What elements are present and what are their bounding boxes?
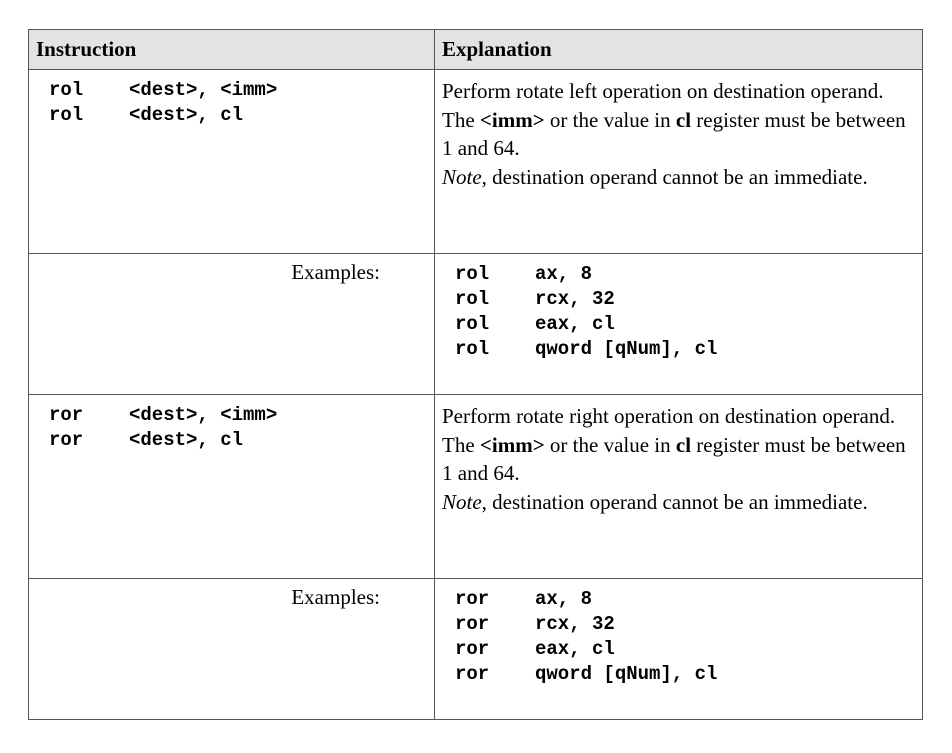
explanation-constraint: The <imm> or the value in cl register mu… [442, 106, 916, 163]
instruction-line: ror <dest>, <imm> [49, 403, 434, 428]
text: , destination operand cannot be an immed… [481, 489, 868, 514]
text: The [442, 107, 480, 132]
text: or the value in [544, 432, 676, 457]
operands: eax, cl [535, 313, 615, 335]
note-label: Note [442, 489, 482, 514]
header-row: Instruction Explanation [28, 29, 923, 70]
examples-label: Examples: [28, 578, 435, 720]
operands: ax, 8 [535, 588, 593, 610]
explanation-line: Perform rotate right operation on destin… [442, 404, 896, 428]
example-line: ror eax, cl [455, 637, 922, 662]
text: , destination operand cannot be an immed… [481, 164, 868, 189]
imm-keyword: <imm> [479, 432, 545, 457]
examples-row: Examples: rol ax, 8 rol rcx, 32 rol eax, cl ro… [28, 253, 923, 395]
mnemonic: rol [455, 338, 490, 360]
imm-keyword: <imm> [479, 107, 545, 132]
example-line: rol rcx, 32 [455, 287, 922, 312]
cl-keyword: cl [675, 432, 692, 457]
explanation-line: Perform rotate left operation on destina… [442, 79, 884, 103]
examples-cell: rol ax, 8 rol rcx, 32 rol eax, cl rol qword [qN… [434, 253, 923, 395]
example-line: rol qword [qNum], cl [455, 337, 922, 362]
mnemonic: rol [455, 263, 490, 285]
instruction-cell: ror <dest>, <imm> ror <dest>, cl [28, 394, 435, 579]
text: register must be between 1 and 64. [442, 432, 906, 486]
instruction-line: rol <dest>, <imm> [49, 78, 434, 103]
explanation-note: Note, destination operand cannot be an i… [442, 163, 916, 192]
cl-keyword: cl [675, 107, 692, 132]
table-row: ror <dest>, <imm> ror <dest>, cl Perform ro… [28, 394, 923, 579]
operands: rcx, 32 [535, 288, 615, 310]
mnemonic: rol [49, 104, 84, 126]
operands: <dest>, cl [129, 429, 244, 451]
examples-cell: ror ax, 8 ror rcx, 32 ror eax, cl ror qword [qN… [434, 578, 923, 720]
explanation-note: Note, destination operand cannot be an i… [442, 488, 916, 517]
table-row: rol <dest>, <imm> rol <dest>, cl Perform ro… [28, 69, 923, 254]
instruction-line: rol <dest>, cl [49, 103, 434, 128]
instruction-cell: rol <dest>, <imm> rol <dest>, cl [28, 69, 435, 254]
operands: eax, cl [535, 638, 615, 660]
mnemonic: rol [455, 313, 490, 335]
text: register must be between 1 and 64. [442, 107, 906, 161]
operands: rcx, 32 [535, 613, 615, 635]
operands: <dest>, cl [129, 104, 244, 126]
example-line: ror ax, 8 [455, 587, 922, 612]
mnemonic: ror [455, 663, 490, 685]
example-line: ror rcx, 32 [455, 612, 922, 637]
mnemonic: ror [455, 638, 490, 660]
note-label: Note [442, 164, 482, 189]
operands: qword [qNum], cl [535, 338, 718, 360]
explanation-cell: Perform rotate right operation on destin… [434, 394, 923, 579]
example-line: rol eax, cl [455, 312, 922, 337]
header-explanation: Explanation [434, 29, 923, 70]
mnemonic: ror [49, 429, 84, 451]
text: or the value in [544, 107, 676, 132]
instruction-line: ror <dest>, cl [49, 428, 434, 453]
text: The [442, 432, 480, 457]
mnemonic: rol [49, 79, 84, 101]
mnemonic: rol [455, 288, 490, 310]
example-line: rol ax, 8 [455, 262, 922, 287]
operands: <dest>, <imm> [129, 79, 278, 101]
example-line: ror qword [qNum], cl [455, 662, 922, 687]
operands: <dest>, <imm> [129, 404, 278, 426]
operands: ax, 8 [535, 263, 593, 285]
instruction-table: Instruction Explanation rol <dest>, <imm>… [28, 29, 923, 720]
explanation-cell: Perform rotate left operation on destina… [434, 69, 923, 254]
mnemonic: ror [455, 588, 490, 610]
examples-row: Examples: ror ax, 8 ror rcx, 32 ror eax, cl ro… [28, 578, 923, 720]
mnemonic: ror [49, 404, 84, 426]
operands: qword [qNum], cl [535, 663, 718, 685]
header-instruction: Instruction [28, 29, 435, 70]
mnemonic: ror [455, 613, 490, 635]
explanation-constraint: The <imm> or the value in cl register mu… [442, 431, 916, 488]
examples-label: Examples: [28, 253, 435, 395]
